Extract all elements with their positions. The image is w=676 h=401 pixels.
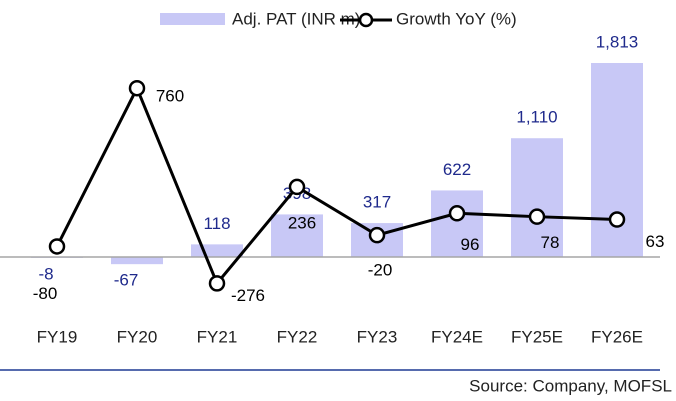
line-value-label: 78 (541, 233, 560, 252)
line-value-label: 236 (288, 213, 316, 232)
x-tick-label: FY24E (431, 327, 483, 346)
legend-swatch (160, 13, 225, 25)
bar (191, 244, 243, 257)
bar-value-label: 1,110 (516, 108, 557, 127)
bar (591, 63, 643, 257)
line-marker (448, 205, 466, 222)
bar-value-label: 317 (363, 193, 391, 212)
bar (111, 257, 163, 265)
x-tick-label: FY21 (197, 327, 238, 346)
legend-marker (358, 12, 374, 28)
bar-value-label: 118 (203, 214, 230, 233)
line-marker (288, 178, 306, 196)
x-tick-label: FY20 (117, 327, 158, 346)
bar-value-label: 1,813 (596, 32, 639, 51)
x-tick-label: FY25E (511, 327, 563, 346)
bar (511, 138, 563, 257)
bar (431, 190, 483, 257)
bar (271, 214, 323, 257)
line-marker (208, 275, 226, 292)
bar-value-label: -67 (114, 271, 139, 290)
line-value-label: 96 (461, 235, 480, 254)
x-tick-label: FY19 (37, 327, 78, 346)
line-marker (128, 79, 146, 97)
line-value-label: 760 (156, 87, 184, 106)
growth-line (55, 84, 618, 287)
line-marker (48, 238, 66, 255)
x-tick-label: FY26E (591, 327, 643, 346)
x-tick-label: FY23 (357, 327, 398, 346)
line-value-label: 63 (646, 232, 665, 251)
legend-label: Growth YoY (%) (396, 9, 517, 28)
line-value-label: -80 (33, 284, 58, 303)
line-value-label: -276 (231, 286, 265, 305)
line-marker (368, 226, 386, 244)
line-value-label: -20 (368, 261, 393, 280)
x-tick-label: FY22 (277, 327, 318, 346)
bar-value-label: 622 (443, 160, 471, 179)
bar-value-label: -8 (38, 264, 53, 283)
line-marker (608, 211, 626, 228)
legend-label: Adj. PAT (INR m) (232, 9, 360, 28)
source-note: Source: Company, MOFSL (469, 376, 672, 395)
line-marker (528, 208, 546, 225)
